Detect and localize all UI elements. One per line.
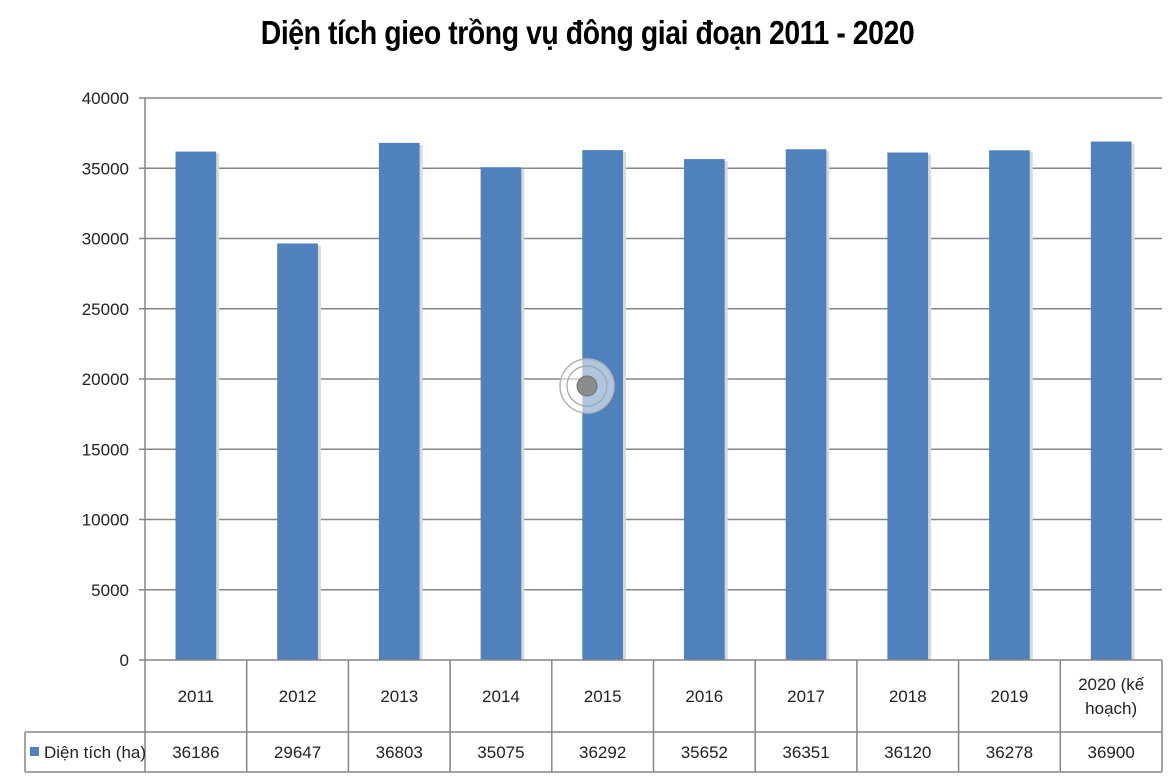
bar xyxy=(887,152,929,660)
chart-title: Diện tích gieo trồng vụ đông giai đoạn 2… xyxy=(260,14,915,51)
y-tick-label: 25000 xyxy=(82,300,129,319)
y-tick-label: 20000 xyxy=(82,370,129,389)
legend-swatch xyxy=(30,747,39,756)
y-tick-label: 15000 xyxy=(82,440,129,459)
data-label: 35075 xyxy=(477,743,524,762)
x-tick-label: 2018 xyxy=(889,687,927,706)
x-tick-label: 2014 xyxy=(482,687,520,706)
data-label: 36278 xyxy=(986,743,1033,762)
cursor-indicator xyxy=(559,358,615,414)
bar xyxy=(989,150,1030,660)
x-tick-label: 2017 xyxy=(787,687,825,706)
y-tick-label: 10000 xyxy=(82,511,129,530)
data-label: 36803 xyxy=(376,743,423,762)
data-table: 2011 2012 2013 2014 2015 2016 2017 2018 2019 2020… xyxy=(24,659,1163,773)
bar xyxy=(480,167,522,661)
bar xyxy=(785,149,827,661)
cursor-dot-icon xyxy=(576,375,598,397)
data-label: 36120 xyxy=(884,743,931,762)
x-tick-label: 2019 xyxy=(991,687,1029,706)
y-tick-label: 40000 xyxy=(82,89,129,108)
legend-label: Diện tích (ha) xyxy=(44,743,146,762)
x-tick-label: 2011 xyxy=(178,687,215,706)
data-label: 36292 xyxy=(579,743,626,762)
x-tick-label: 2013 xyxy=(380,687,418,706)
cursor-ring-inner-icon xyxy=(566,365,608,407)
y-tick-label: 0 xyxy=(120,651,129,670)
y-tick-label: 5000 xyxy=(91,581,129,600)
bar xyxy=(1090,141,1132,660)
bars xyxy=(175,141,1135,661)
data-label: 36900 xyxy=(1088,743,1135,762)
bar xyxy=(684,159,725,660)
y-tick-label: 35000 xyxy=(82,159,129,178)
data-label: 36186 xyxy=(172,743,219,762)
x-tick-label: 2015 xyxy=(584,687,622,706)
bar xyxy=(175,151,217,660)
data-label: 36351 xyxy=(782,743,829,762)
x-tick-label: 2012 xyxy=(279,687,317,706)
x-tick-label: 2020 (kế hoạch) xyxy=(1078,675,1145,718)
x-tick-label: 2016 xyxy=(685,687,723,706)
bar xyxy=(378,142,420,660)
bar xyxy=(277,243,318,660)
data-label: 29647 xyxy=(274,743,321,762)
data-label: 35652 xyxy=(681,743,728,762)
y-tick-label: 30000 xyxy=(82,230,129,249)
y-axis: 0 5000 10000 15000 20000 25000 30000 35000 40000 xyxy=(82,89,146,670)
